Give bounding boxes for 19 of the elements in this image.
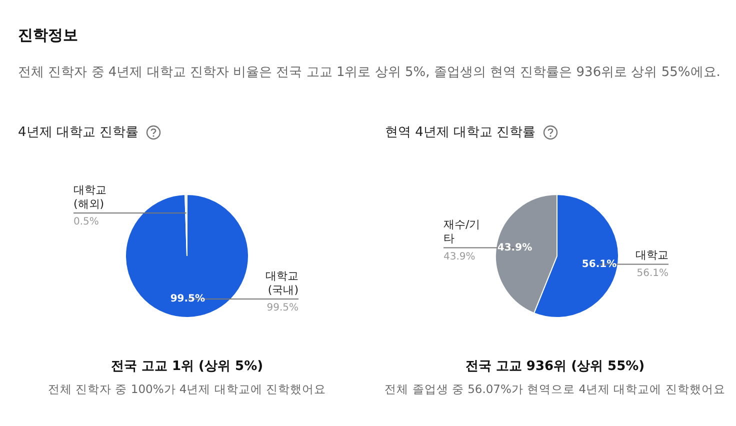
text: 전체 졸업생 중 56.07%가 현역으로 4년제 대학교에 진학했어요 [384,382,726,397]
chart-title: 4년제 대학교 진학률 [18,124,139,141]
text: 전체 진학자 중 4년제 대학교 진학자 비율은 전국 고교 1위로 상위 5%, 졸업생의 현역 진학률은 936위로 상위 55%에요. [18,64,722,81]
slice-label: 대학교 (국내) [266,269,298,296]
data-label: 43.9% [497,242,532,254]
data-label: 99.5% [170,294,206,305]
data-label: 0.5% [74,216,99,228]
slice-label: 재수/기타 [444,218,480,246]
text: 진학정보 [18,26,79,45]
text: 99.5% [266,302,298,314]
data-label: 56.1% [582,258,617,270]
text: 전국 고교 936위 (상위 55%) [464,358,646,375]
text: 43.9% [444,251,476,262]
chart-title: 현역 4년제 대학교 진학률 [385,124,536,141]
text: 56.1% [636,268,668,279]
slice-label: 대학교 (해외) [74,183,106,210]
text: 전체 진학자 중 100%가 4년제 대학교에 진학했어요 [46,382,328,397]
text: 전국 고교 1위 (상위 5%) [110,358,264,375]
slice-label: 대학교 [636,248,668,262]
